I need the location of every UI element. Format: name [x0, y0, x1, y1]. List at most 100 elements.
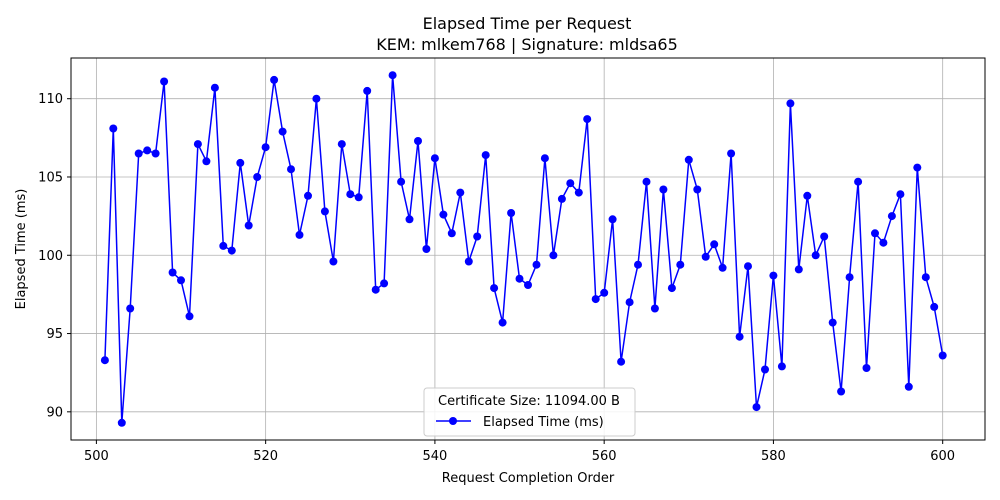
y-tick-label: 95: [46, 327, 63, 342]
data-point: [524, 281, 532, 289]
data-point: [557, 194, 566, 203]
data-point: [896, 190, 905, 199]
data-point: [879, 238, 888, 247]
data-point: [481, 151, 490, 160]
data-point: [701, 252, 710, 261]
x-axis-label: Request Completion Order: [442, 471, 615, 486]
data-point: [574, 188, 583, 197]
data-point: [591, 295, 600, 304]
data-point: [820, 232, 829, 241]
data-point: [854, 177, 863, 186]
data-point: [735, 332, 744, 341]
x-tick-label: 520: [253, 449, 278, 464]
data-point: [244, 221, 253, 230]
data-point: [930, 302, 939, 311]
data-point: [769, 271, 778, 280]
chart-subtitle: KEM: mlkem768 | Signature: mldsa65: [376, 35, 678, 54]
y-tick-label: 110: [38, 92, 63, 107]
data-point: [600, 288, 609, 297]
data-point: [236, 158, 245, 167]
data-point: [515, 274, 524, 283]
data-point: [871, 229, 879, 238]
data-point: [608, 215, 617, 224]
legend: Certificate Size: 11094.00 B Elapsed Tim…: [423, 387, 636, 437]
data-point: [837, 387, 846, 396]
data-point: [447, 229, 456, 238]
data-point: [727, 149, 736, 158]
data-point: [219, 241, 228, 250]
data-point: [253, 173, 262, 181]
data-point: [346, 190, 355, 199]
data-point: [227, 246, 236, 255]
data-point: [270, 75, 279, 84]
plot-frame: [70, 57, 986, 441]
data-point: [304, 191, 312, 200]
data-point: [160, 77, 169, 86]
x-tick-label: 560: [592, 449, 617, 464]
legend-box: [423, 387, 636, 437]
legend-title: Certificate Size: 11094.00 B: [438, 394, 620, 409]
data-point: [202, 157, 211, 166]
data-point: [913, 163, 922, 172]
data-point: [405, 215, 414, 224]
data-point: [532, 260, 541, 269]
data-point: [811, 251, 820, 260]
data-point: [439, 210, 448, 219]
data-point: [761, 365, 769, 374]
y-tick-label: 105: [38, 170, 63, 185]
data-point: [193, 140, 202, 149]
data-point: [777, 362, 786, 371]
series-line: [104, 75, 944, 423]
data-point: [185, 312, 194, 321]
data-point: [414, 137, 422, 145]
y-axis-ticks: 90 95 100 105 110: [38, 92, 71, 420]
legend-series-label: Elapsed Time (ms): [483, 415, 604, 430]
data-point: [507, 209, 516, 217]
y-tick-label: 90: [46, 405, 63, 420]
data-point: [422, 245, 431, 253]
data-point: [278, 127, 287, 136]
data-point: [397, 177, 406, 186]
data-point: [744, 262, 752, 271]
data-point: [100, 356, 109, 365]
data-point: [938, 351, 947, 360]
data-point: [718, 263, 727, 272]
data-point: [566, 179, 575, 188]
data-point: [786, 99, 795, 108]
data-point: [380, 279, 389, 288]
data-point: [634, 260, 642, 269]
data-point: [151, 149, 160, 158]
data-point: [684, 155, 693, 164]
x-axis-ticks: 500 520 540 560 580 600: [84, 440, 955, 464]
data-point: [168, 268, 177, 277]
data-point: [887, 212, 896, 221]
data-point: [134, 149, 143, 158]
data-point: [794, 265, 803, 274]
data-point: [117, 418, 126, 427]
grid-lines: [71, 58, 985, 440]
data-point: [676, 260, 685, 269]
y-axis-label: Elapsed Time (ms): [14, 189, 29, 310]
data-point: [295, 230, 304, 239]
data-point: [126, 304, 135, 313]
data-point: [287, 165, 295, 174]
data-point: [363, 86, 372, 95]
data-point: [430, 154, 439, 163]
data-point: [177, 276, 185, 285]
data-point: [456, 188, 465, 197]
x-tick-label: 500: [84, 449, 109, 464]
x-tick-label: 580: [761, 449, 786, 464]
data-point: [329, 257, 338, 266]
data-point: [473, 232, 482, 241]
data-point: [617, 357, 626, 366]
data-point: [904, 382, 913, 391]
data-point: [921, 273, 930, 282]
x-tick-label: 600: [930, 449, 955, 464]
data-point: [650, 304, 659, 313]
data-point: [464, 257, 473, 266]
data-point: [354, 193, 363, 202]
chart-title: Elapsed Time per Request: [423, 14, 632, 33]
data-point: [667, 284, 676, 293]
data-point: [752, 403, 761, 412]
